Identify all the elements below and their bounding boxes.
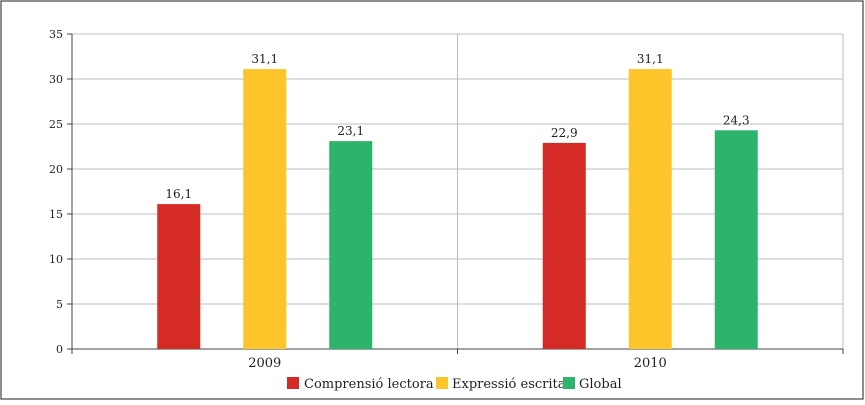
bar — [157, 204, 201, 349]
bar — [243, 69, 287, 349]
bar-layer — [157, 69, 758, 349]
y-tick-label: 30 — [49, 73, 63, 86]
grid-layer — [72, 33, 844, 349]
y-tick-label: 25 — [49, 118, 63, 131]
legend-label: Comprensió lectora — [304, 377, 434, 392]
data-label-layer: 16,1 31,1 23,1 22,9 31,1 24,3 — [165, 52, 749, 201]
y-tick-label: 35 — [49, 28, 63, 41]
bar — [628, 69, 672, 349]
bar — [542, 142, 586, 349]
legend-swatch — [436, 377, 448, 389]
data-label: 16,1 — [165, 187, 192, 201]
data-label: 22,9 — [551, 126, 578, 140]
data-label: 31,1 — [637, 52, 664, 66]
data-label: 24,3 — [723, 113, 750, 127]
x-tick-label: 2009 — [248, 356, 281, 371]
legend-label: Global — [579, 377, 622, 392]
y-tick-label: 5 — [56, 298, 63, 311]
axis-layer: 0 5 10 15 20 25 30 35 2009 2010 — [49, 28, 844, 371]
data-label: 23,1 — [337, 124, 364, 138]
legend-label: Expressió escrita — [452, 377, 566, 392]
y-tick-label: 0 — [56, 343, 63, 356]
legend: Comprensió lectora Expressió escrita Globa… — [287, 377, 622, 392]
bar — [329, 141, 373, 349]
y-tick-label: 20 — [49, 163, 63, 176]
data-label: 31,1 — [251, 52, 278, 66]
y-tick-label: 15 — [49, 208, 63, 221]
bar — [714, 130, 758, 349]
x-tick-label: 2010 — [634, 356, 667, 371]
legend-swatch — [287, 377, 299, 389]
y-tick-label: 10 — [49, 253, 63, 266]
legend-swatch — [563, 377, 575, 389]
